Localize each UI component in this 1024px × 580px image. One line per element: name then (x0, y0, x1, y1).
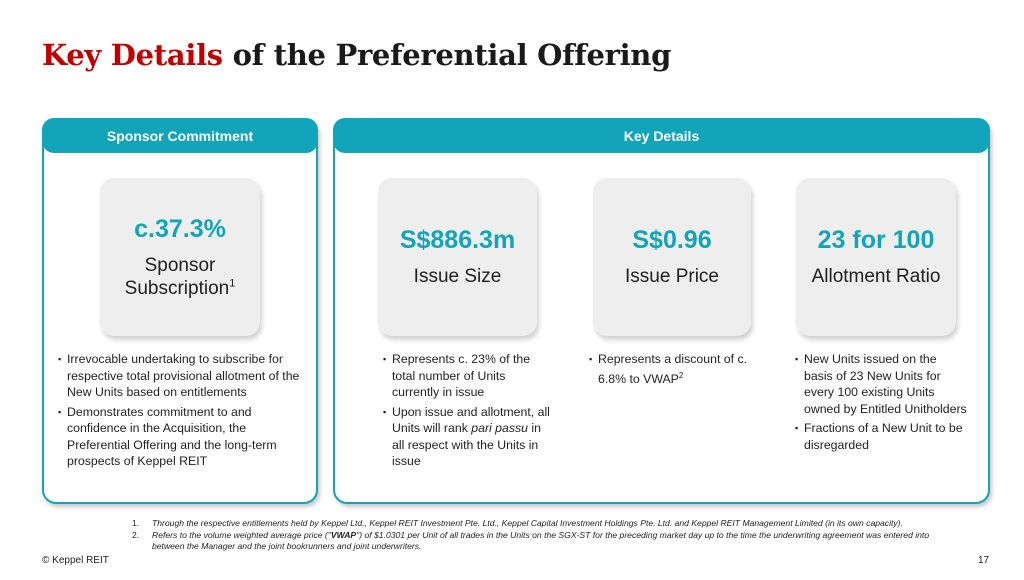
title-rest: of the Preferential Offering (222, 38, 672, 72)
list-item: Upon issue and allotment, all Units will… (383, 404, 555, 470)
sponsor-bullets: Irrevocable undertaking to subscribe for… (58, 351, 310, 473)
copyright: © Keppel REIT (42, 555, 109, 566)
list-item: Represents c. 23% of the total number of… (383, 351, 555, 401)
vwap-term: VWAP (330, 529, 357, 540)
footnote-ref-2: 2 (678, 370, 684, 380)
sponsor-subscription-label: Sponsor Subscription1 (125, 254, 236, 300)
issue-size-card: S$886.3m Issue Size (378, 178, 537, 336)
issue-price-card: S$0.96 Issue Price (593, 178, 751, 336)
bullet-text: Represents a discount of c. 6.8% to VWAP (598, 352, 748, 386)
sponsor-commitment-header: Sponsor Commitment (42, 118, 318, 153)
allotment-ratio-bullets: New Units issued on the basis of 23 New … (795, 351, 967, 456)
key-details-header: Key Details (333, 118, 990, 153)
title-accent: Key Details (42, 38, 223, 72)
footnote-number: 2. (132, 529, 140, 540)
sponsor-subscription-value: c.37.3% (134, 214, 226, 243)
list-item: Irrevocable undertaking to subscribe for… (58, 351, 310, 401)
list-item: Represents a discount of c. 6.8% to VWAP… (589, 351, 759, 387)
footnote-text: ") of $1.0301 per Unit of all trades in … (152, 529, 930, 552)
footnote-text: Refers to the volume weighted average pr… (152, 529, 331, 540)
page-title: Key Details of the Preferential Offering (42, 38, 671, 72)
bullet-text: Upon issue and allotment, all Units will… (392, 404, 550, 436)
footnotes: 1. Through the respective entitlements he… (132, 518, 962, 553)
allotment-ratio-label: Allotment Ratio (811, 266, 941, 288)
page-number: 17 (978, 555, 990, 566)
sponsor-label-line1: Sponsor (144, 254, 216, 276)
allotment-ratio-value: 23 for 100 (817, 226, 935, 255)
bullet-text: in all respect with the Units in issue (392, 421, 542, 468)
footnote-number: 1. (132, 518, 140, 528)
footnote-text: Through the respective entitlements held… (152, 518, 903, 528)
list-item: Demonstrates commitment to and confidenc… (58, 404, 310, 470)
issue-size-bullets: Represents c. 23% of the total number of… (383, 351, 555, 473)
sponsor-label-line2: Subscription (124, 278, 230, 299)
issue-price-value: S$0.96 (632, 226, 712, 255)
sponsor-subscription-card: c.37.3% Sponsor Subscription1 (100, 178, 260, 336)
footnote-1: 1. Through the respective entitlements he… (132, 518, 962, 530)
issue-price-label: Issue Price (625, 266, 719, 288)
footnote-2: 2. Refers to the volume weighted average … (132, 530, 962, 553)
issue-price-bullets: Represents a discount of c. 6.8% to VWAP… (589, 351, 759, 390)
footnote-ref-1: 1 (229, 277, 236, 290)
list-item: New Units issued on the basis of 23 New … (795, 351, 967, 417)
pari-passu-text: pari passu (471, 421, 529, 435)
allotment-ratio-card: 23 for 100 Allotment Ratio (796, 178, 956, 336)
issue-size-value: S$886.3m (399, 226, 516, 255)
issue-size-label: Issue Size (413, 266, 502, 288)
list-item: Fractions of a New Unit to be disregarde… (795, 420, 967, 453)
